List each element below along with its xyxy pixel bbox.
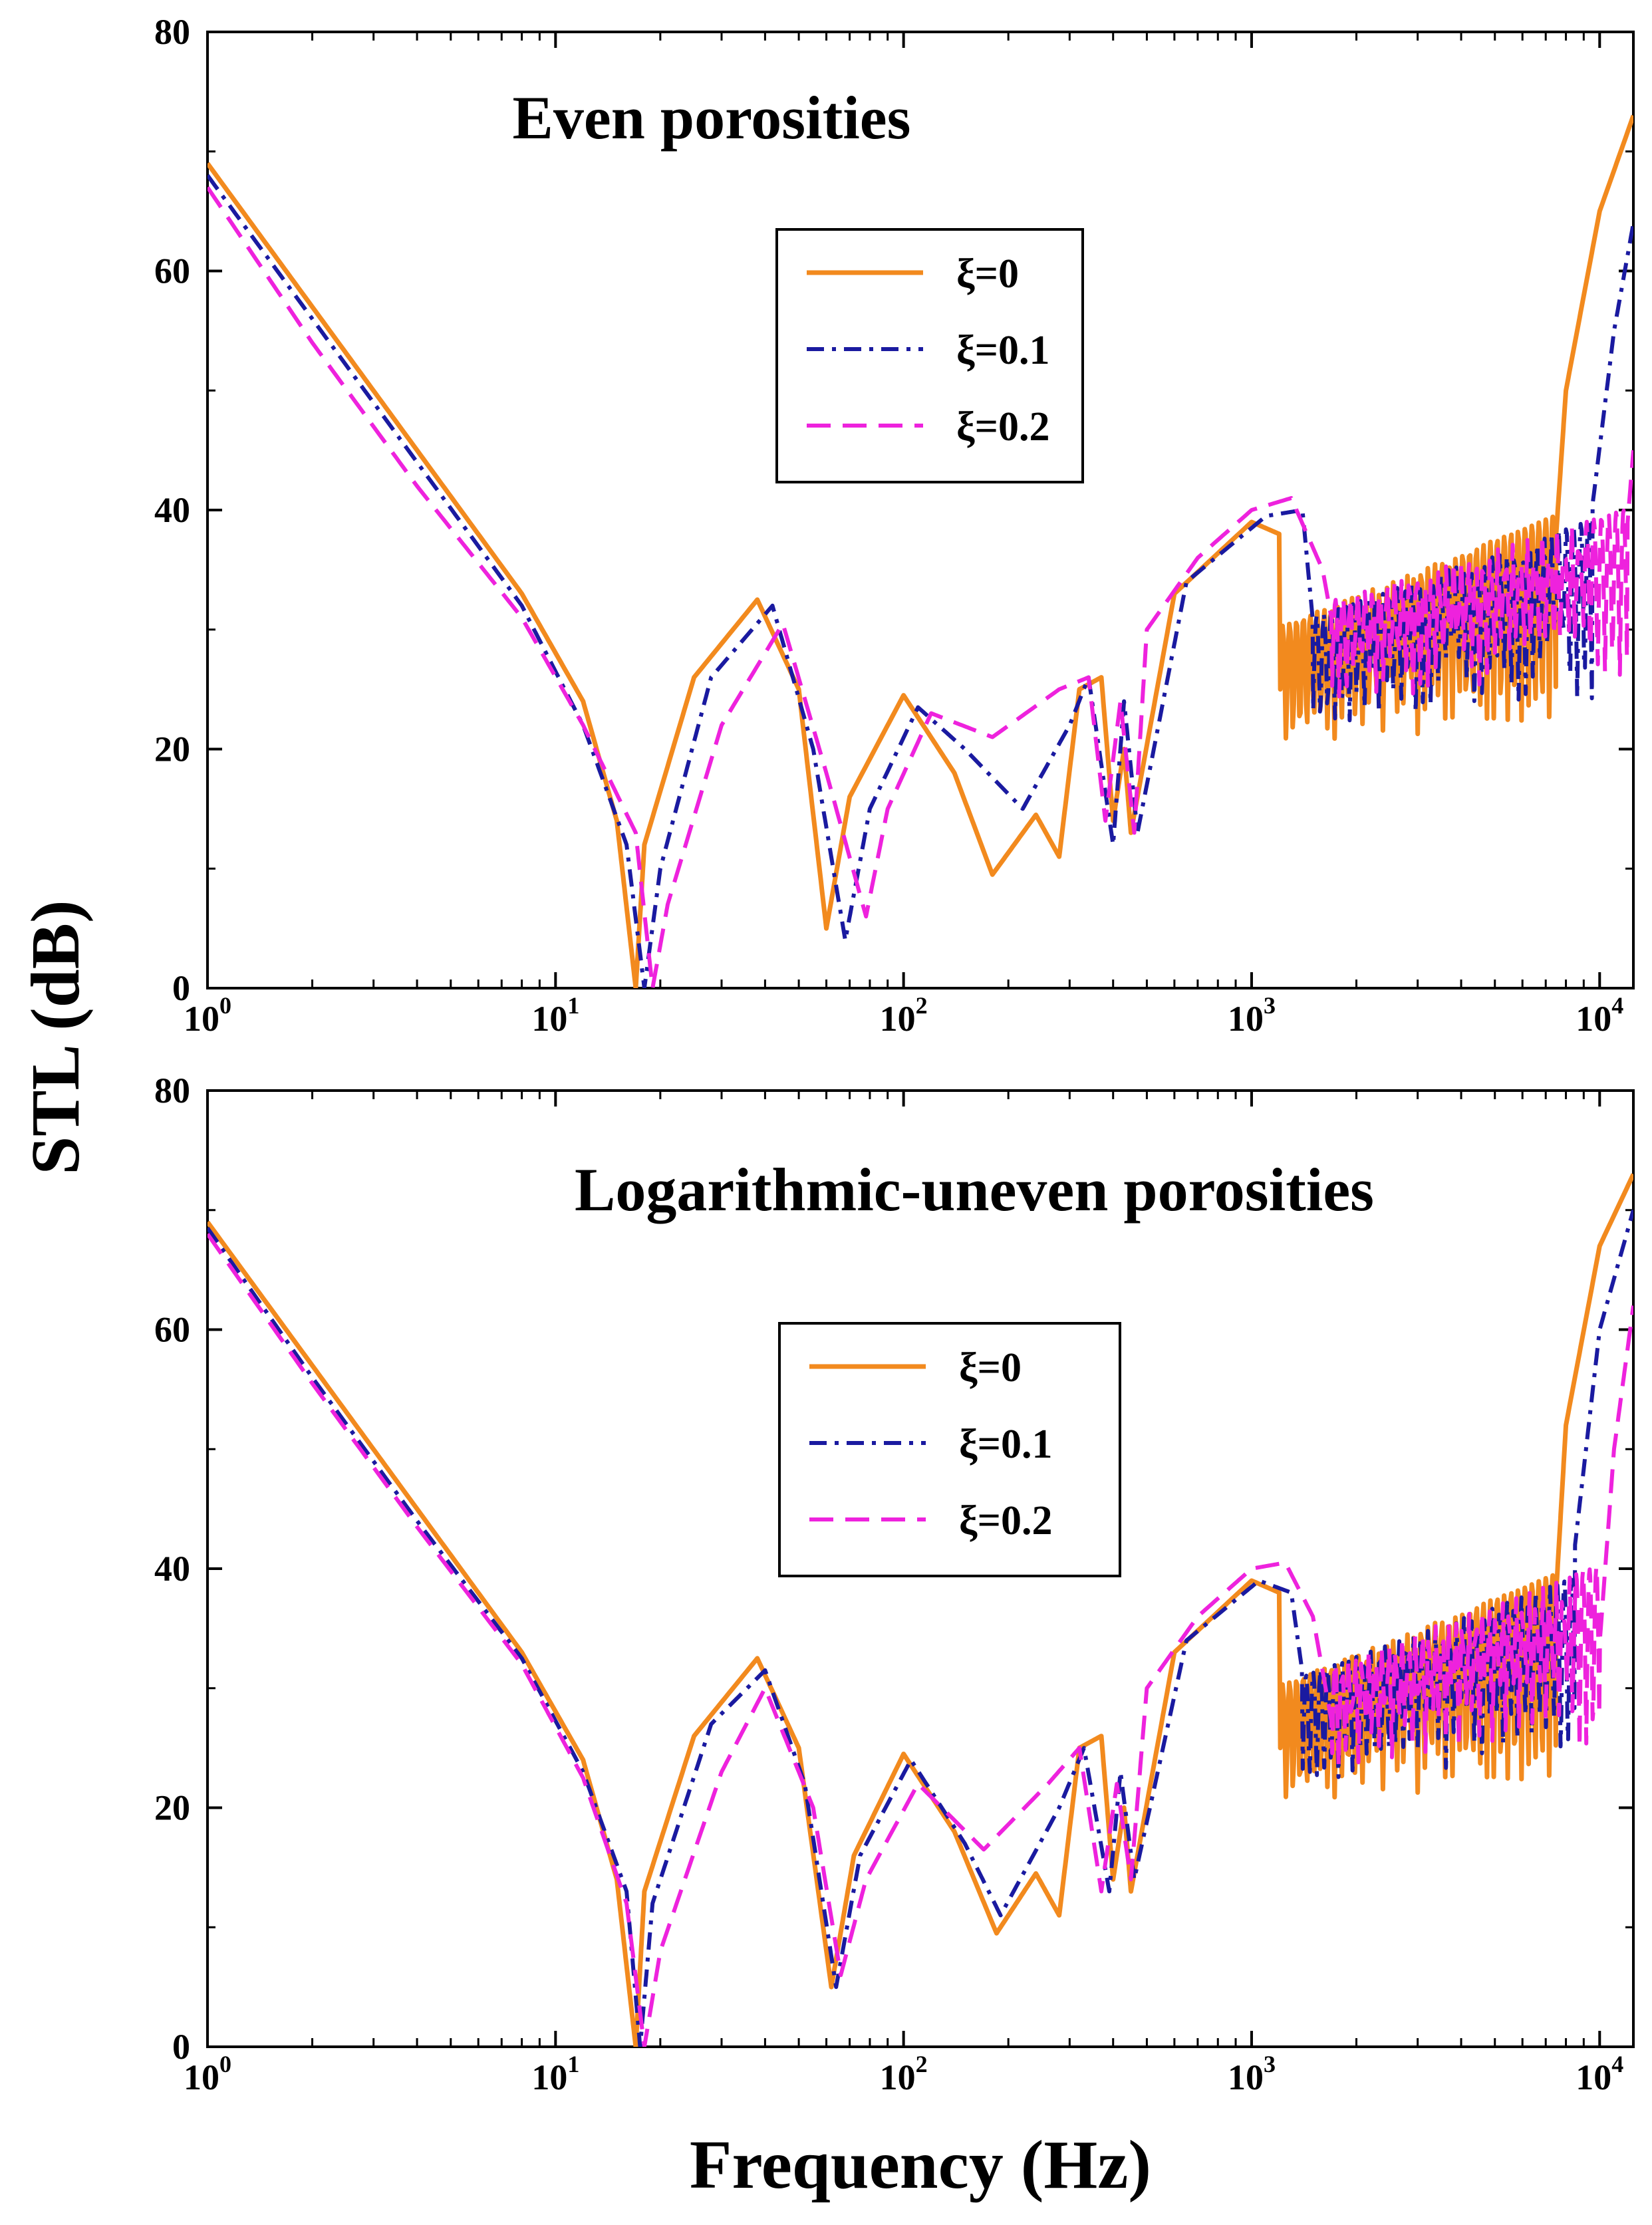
plot-frame — [206, 31, 1635, 989]
x-tick-label: 104 — [1576, 992, 1623, 1039]
x-tick-label: 100 — [184, 2051, 231, 2097]
y-tick-label: 60 — [154, 1310, 190, 1350]
y-tick-label: 20 — [154, 1788, 190, 1828]
x-axis-title: Frequency (Hz) — [690, 2127, 1151, 2203]
panel-title: Even porosities — [513, 84, 911, 152]
panel-title: Logarithmic-uneven porosities — [575, 1156, 1374, 1224]
x-tick-label: 103 — [1228, 992, 1276, 1039]
axis-ticks: 0 20 40 60 80 100 101 102 103 104 — [154, 12, 1633, 1039]
y-axis-title: STL (dB) — [17, 900, 94, 1174]
axis-ticks: 0 20 40 60 80 100 101 102 103 104 — [154, 1071, 1633, 2097]
x-tick-label: 102 — [880, 2051, 928, 2097]
legend: ξ=0 ξ=0.1 ξ=0.2 — [778, 1322, 1121, 1577]
panel-even-porosities: 0 20 40 60 80 100 101 102 103 104 Even porosities… — [154, 12, 1635, 1039]
x-tick-label: 100 — [184, 992, 231, 1039]
panel-logarithmic-uneven-porosities: 0 20 40 60 80 100 101 102 103 104 Logarithmic-une… — [154, 1071, 1635, 2097]
y-tick-label: 80 — [154, 12, 190, 52]
y-tick-label: 80 — [154, 1071, 190, 1111]
legend-label: ξ=0 — [956, 251, 1019, 297]
series-layer — [207, 1173, 1633, 2047]
series-line-xi-0 — [207, 1173, 1633, 2047]
series-line-xi-0-2 — [207, 1232, 1633, 2047]
legend: ξ=0 ξ=0.1 ξ=0.2 — [775, 228, 1084, 483]
legend-label: ξ=0.1 — [959, 1422, 1052, 1467]
y-tick-label: 0 — [172, 2027, 190, 2067]
series-line-xi-0-2 — [207, 186, 1633, 988]
x-tick-label: 101 — [531, 992, 579, 1039]
x-tick-label: 102 — [880, 992, 928, 1039]
legend-label: ξ=0.2 — [959, 1498, 1052, 1543]
legend-label: ξ=0.1 — [956, 328, 1049, 373]
x-tick-label: 104 — [1576, 2051, 1623, 2097]
y-tick-label: 20 — [154, 729, 190, 769]
x-tick-label: 103 — [1228, 2051, 1276, 2097]
y-tick-label: 40 — [154, 1549, 190, 1589]
x-tick-label: 101 — [531, 2051, 579, 2097]
y-tick-label: 40 — [154, 490, 190, 530]
legend-label: ξ=0.2 — [956, 404, 1049, 450]
series-layer — [207, 114, 1633, 988]
series-line-xi-0-1 — [207, 1209, 1633, 2047]
y-tick-label: 60 — [154, 251, 190, 291]
y-tick-label: 0 — [172, 968, 190, 1008]
legend-label: ξ=0 — [959, 1345, 1022, 1390]
legend-box — [778, 1322, 1121, 1577]
